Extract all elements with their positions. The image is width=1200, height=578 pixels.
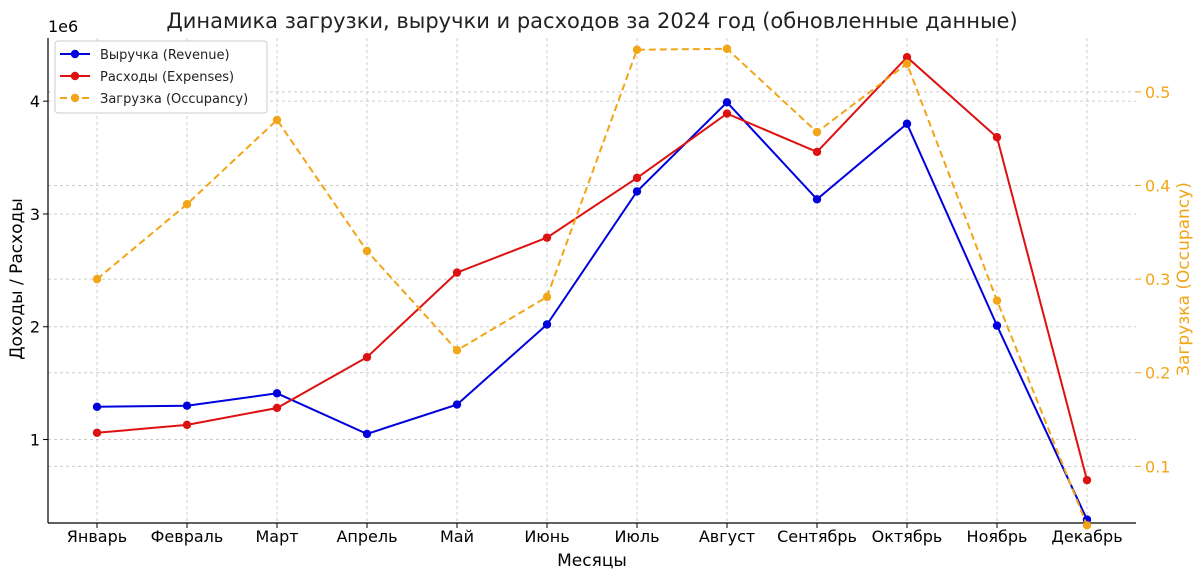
data-point: [632, 45, 642, 54]
data-point: [992, 296, 1002, 305]
y-tick-label: 4: [30, 92, 40, 111]
y-tick-label-right: 0.2: [1145, 364, 1170, 383]
data-point: [902, 119, 912, 128]
y-tick-label: 1: [30, 431, 40, 450]
legend-marker: [70, 93, 80, 103]
legend-marker: [70, 71, 80, 81]
chart-title: Динамика загрузки, выручки и расходов за…: [166, 9, 1017, 33]
data-point: [92, 274, 102, 284]
x-tick-label: Октябрь: [872, 527, 943, 546]
data-point: [722, 98, 732, 107]
data-point: [722, 109, 732, 118]
data-point: [452, 346, 462, 355]
y-tick-label: 3: [30, 205, 40, 224]
series-line: [96, 100, 1088, 521]
data-point: [902, 52, 912, 62]
x-tick-label: Декабрь: [1051, 527, 1122, 546]
data-point: [542, 233, 552, 242]
y-tick-label-right: 0.1: [1145, 457, 1170, 476]
legend-marker: [70, 49, 80, 59]
x-tick-label: Январь: [67, 527, 127, 546]
data-point: [722, 44, 732, 53]
series-lines: [92, 44, 1092, 530]
x-tick-label: Февраль: [151, 527, 224, 546]
data-point: [272, 115, 282, 125]
legend-label: Выручка (Revenue): [100, 48, 230, 63]
y-tick-label-right: 0.4: [1145, 176, 1170, 195]
data-point: [542, 320, 552, 329]
data-point: [452, 268, 462, 277]
series-line: [96, 55, 1088, 481]
data-point: [632, 173, 642, 183]
data-point: [812, 195, 822, 204]
data-point: [182, 420, 192, 430]
data-point: [902, 59, 912, 68]
legend-label: Загрузка (Occupancy): [100, 92, 248, 107]
data-point: [452, 400, 462, 409]
axes: 1 2 3 4 0.1 0.2 0.3 0.4 0.5 Январь Февраль Март Апре…: [30, 38, 1170, 546]
x-tick-label: Сентябрь: [777, 527, 857, 546]
x-tick-label: Ноябрь: [967, 527, 1028, 546]
data-point: [1082, 521, 1092, 530]
legend: Выручка (Revenue) Расходы (Expenses) Загру…: [54, 40, 268, 114]
x-tick-label: Июнь: [524, 527, 569, 546]
data-point: [812, 127, 822, 137]
x-tick-label: Июль: [614, 527, 659, 546]
y-axis-label-right: Загрузка (Occupancy): [1174, 182, 1194, 376]
data-point: [992, 133, 1002, 142]
data-point: [992, 321, 1002, 330]
y-tick-label-right: 0.5: [1145, 83, 1170, 102]
data-point: [362, 429, 372, 439]
data-point: [272, 403, 282, 413]
data-point: [272, 389, 282, 398]
x-tick-label: Март: [255, 527, 298, 546]
y-tick-label-right: 0.3: [1145, 270, 1170, 289]
data-point: [542, 292, 552, 302]
data-point: [92, 402, 102, 412]
data-point: [182, 199, 192, 209]
legend-box: [54, 40, 268, 114]
x-tick-label: Апрель: [336, 527, 397, 546]
data-point: [362, 352, 372, 362]
data-point: [92, 428, 102, 437]
x-tick-label: Май: [440, 527, 474, 546]
x-tick-label: Август: [699, 527, 755, 546]
data-point: [362, 246, 372, 256]
series-line: [96, 47, 1088, 526]
y-tick-label: 2: [30, 318, 40, 337]
x-axis-label: Месяцы: [557, 551, 627, 571]
data-point: [812, 147, 822, 157]
legend-label: Расходы (Expenses): [100, 70, 234, 85]
y-axis-label: Доходы / Расходы: [7, 198, 27, 360]
data-point: [182, 401, 192, 410]
data-point: [632, 187, 642, 196]
data-point: [1082, 475, 1092, 485]
y-offset-label: 1e6: [48, 17, 78, 36]
